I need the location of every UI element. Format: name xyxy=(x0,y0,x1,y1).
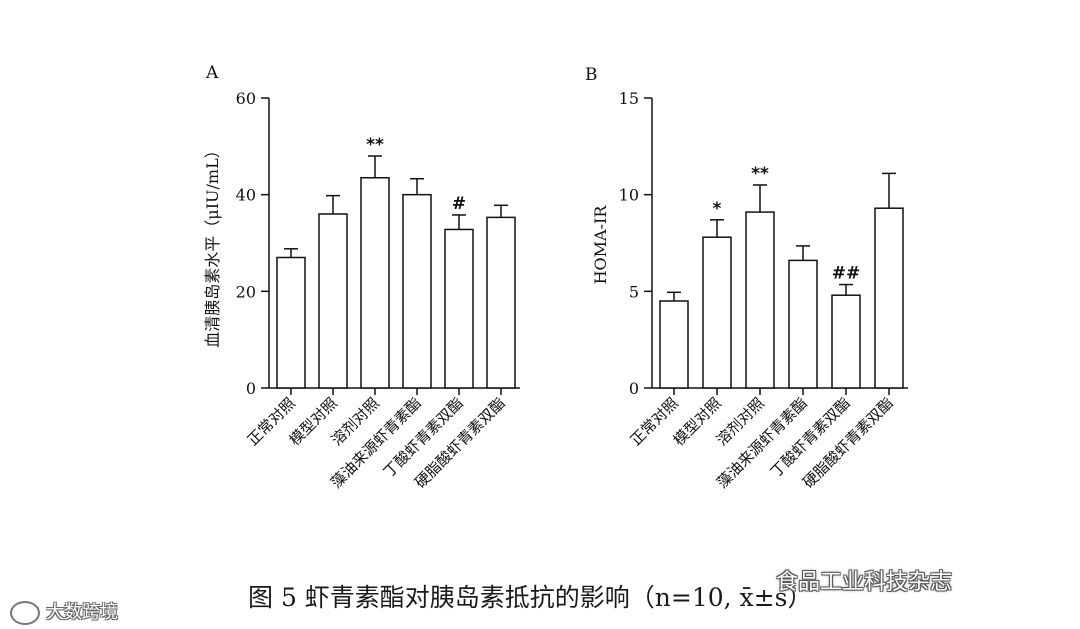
panel-a-label: A xyxy=(205,63,219,83)
panel-b-bar xyxy=(831,294,861,389)
panel-b-significance-mark: ## xyxy=(832,264,861,284)
panel-b-bar xyxy=(659,300,689,389)
panel-a-bar xyxy=(486,216,516,389)
panel-a-y-tick-label: 60 xyxy=(236,89,256,108)
panel-a-y-tick-label: 40 xyxy=(236,186,256,205)
watermark-dashu: 大数跨境 xyxy=(10,598,118,625)
panel-b-bar xyxy=(702,236,732,389)
watermark-logo-icon xyxy=(10,601,40,625)
panel-a-bar xyxy=(444,228,474,389)
panel-a-y-tick-label: 0 xyxy=(246,379,256,398)
panel-b-significance-mark: ** xyxy=(751,164,769,184)
panel-a-significance-mark: # xyxy=(452,194,466,214)
panel-b-significance-mark: * xyxy=(713,199,722,219)
figure-caption: 图 5 虾青素酯对胰岛素抵抗的影响（n=10, x̄±s） xyxy=(248,583,813,612)
panel-a-bar xyxy=(276,256,306,389)
panel-b-y-tick-label: 10 xyxy=(619,186,639,205)
panel-a-bar xyxy=(402,193,432,389)
panel-b-bar xyxy=(788,259,818,389)
panel-b-y-tick-label: 15 xyxy=(619,89,639,108)
panel-b-y-tick-label: 5 xyxy=(629,282,639,301)
panel-a-y-tick-label: 20 xyxy=(236,282,256,301)
panel-b-label: B xyxy=(585,65,598,85)
panel-b-bar xyxy=(874,207,904,389)
panel-a-y-axis-title: 血清胰岛素水平（μIU/mL） xyxy=(203,142,222,347)
panel-a-significance-mark: ** xyxy=(366,135,384,155)
panel-b-y-tick-label: 0 xyxy=(629,379,639,398)
panel-b-y-axis-title: HOMA-IR xyxy=(591,205,610,285)
watermark-dashu-text: 大数跨境 xyxy=(46,602,118,623)
panel-a-bar xyxy=(318,213,348,389)
panel-b-bar xyxy=(745,211,775,389)
panel-a-bar xyxy=(360,177,390,389)
watermark-wechat: 食品工业科技杂志 xyxy=(776,570,953,595)
